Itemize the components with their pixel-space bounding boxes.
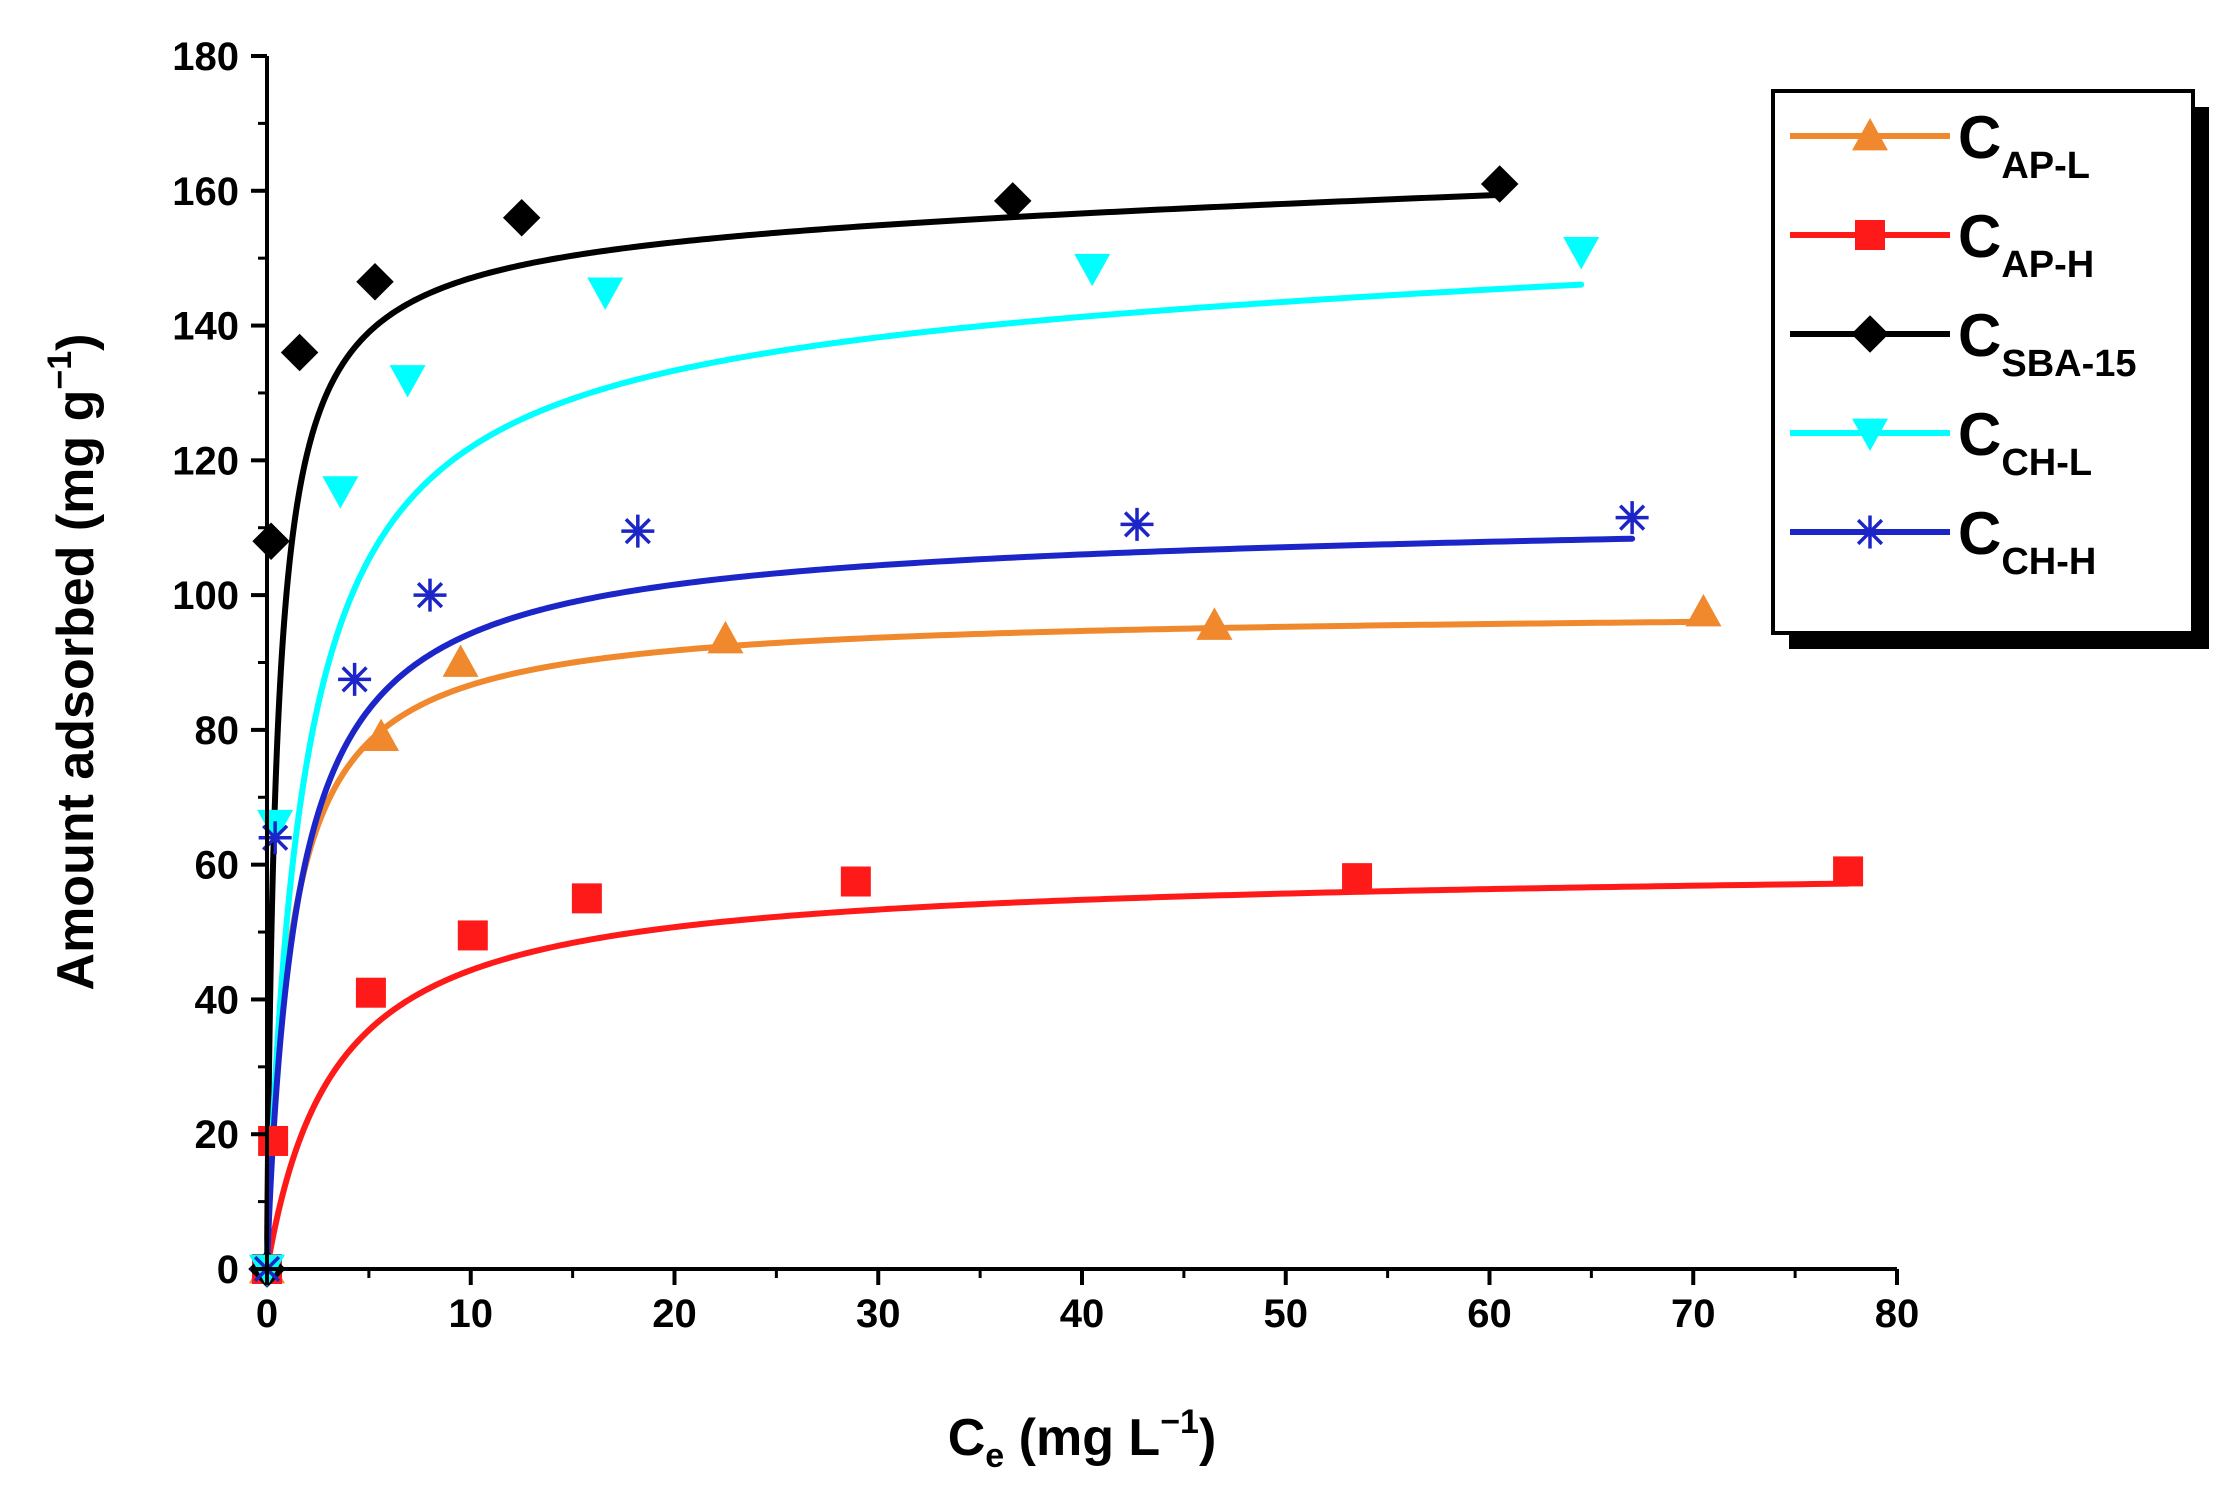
data-point-ap-h [355,977,386,1008]
y-tick-label: 140 [172,305,239,349]
x-tick-label: 10 [449,1292,494,1336]
x-tick-label: 40 [1060,1292,1105,1336]
y-tick-label: 180 [172,35,239,79]
data-point-sba-15 [280,333,319,372]
data-point-ap-l [707,620,744,654]
data-point-ch-l [322,476,359,509]
x-tick-label: 30 [856,1292,901,1336]
y-tick-label: 20 [195,1113,240,1157]
legend-label-main: C [1958,401,2001,468]
data-point-ch-h [338,662,372,696]
x-axis-title-sub: e [985,1437,1004,1475]
data-point-ap-h [840,866,871,897]
data-point-ch-l [587,277,624,310]
legend-label-sub: SBA-15 [2001,343,2136,385]
data-point-ap-l [1685,593,1722,627]
legend-label-sub: AP-H [2001,244,2094,286]
y-tick-label: 40 [195,978,240,1022]
data-point-ap-h [1342,863,1373,894]
y-ticks: 0 20 40 60 80 100 120 140 160 180 [172,35,267,1292]
data-point-ap-h [1833,856,1864,887]
data-point-sba-15 [1480,165,1519,203]
legend-label-ap-l: CAP-L [1958,104,2090,187]
x-tick-label: 20 [652,1292,697,1336]
legend-box [1771,89,2195,635]
legend-label-sub: CH-L [2001,442,2092,484]
data-point-sba-15 [502,198,541,237]
legend-label-sub: CH-H [2001,541,2096,583]
legend-label-sub: AP-L [2001,145,2090,187]
data-point-ap-l [363,718,400,752]
data-point-ap-l [1196,607,1233,640]
x-ticks: 0 10 20 30 40 50 60 70 80 [256,1269,1919,1336]
data-point-ap-h [258,1125,289,1156]
fit-curve-ap-h [264,880,1852,1272]
data-markers [248,165,1864,1288]
y-axis-title-close: ) [47,334,105,351]
legend-marker-ap-l [1852,118,1888,151]
data-point-ch-h [621,514,655,548]
data-point-ch-l [1563,237,1600,270]
legend-label-sba-15: CSBA-15 [1958,302,2137,385]
legend-marker-ap-h [1855,220,1885,250]
legend-label-main: C [1958,203,2001,270]
y-tick-label: 100 [172,574,239,618]
legend-marker-sba-15 [1851,315,1889,353]
legend-label-ch-l: CCH-L [1958,401,2092,484]
legend-marker-ch-l [1852,418,1888,451]
y-tick-label: 160 [172,170,239,214]
y-axis-title-main: Amount adsorbed (mg g [47,390,105,991]
data-point-sba-15 [252,522,290,560]
data-point-ch-h [1615,501,1649,535]
data-point-sba-15 [993,182,1032,220]
y-tick-label: 80 [195,709,240,753]
data-point-sba-15 [356,263,394,301]
data-point-ch-h [1120,507,1154,541]
fit-curve-sba-15 [264,191,1503,1272]
x-tick-label: 0 [256,1292,278,1336]
data-point-ap-h [571,883,602,914]
x-tick-label: 70 [1671,1292,1716,1336]
data-point-ch-h [258,821,292,855]
y-tick-label: 120 [172,439,239,483]
legend-label-main: C [1958,500,2001,567]
fit-curve-ch-l [264,281,1585,1272]
data-point-ch-h [413,578,447,612]
axes: 0 10 20 30 40 50 60 70 80 0 20 40 60 80 100 120 140 160 1… [172,35,1919,1336]
x-axis-title-main: C [948,1409,986,1467]
y-axis-title-sup: −1 [41,351,79,390]
data-point-ap-h [457,920,488,951]
x-axis-title: Ce (mg L−1) [948,1403,1217,1475]
x-axis-title-close: ) [1199,1409,1216,1467]
y-axis-title: Amount adsorbed (mg g−1) [41,334,105,991]
x-axis-title-rest: (mg L [1004,1409,1160,1467]
legend-label-main: C [1958,302,2001,369]
y-tick-label: 0 [217,1248,239,1292]
legend-label-main: C [1958,104,2001,171]
x-tick-label: 60 [1467,1292,1512,1336]
y-tick-label: 60 [195,844,240,888]
data-point-ch-l [1074,253,1111,287]
x-axis-title-sup: −1 [1160,1403,1199,1441]
x-tick-label: 50 [1264,1292,1309,1336]
data-point-ch-l [389,365,426,398]
legend-label-ap-h: CAP-H [1958,203,2094,286]
legend-label-ch-h: CCH-H [1958,500,2096,583]
fit-curves [264,191,1852,1272]
x-tick-label: 80 [1875,1292,1920,1336]
legend-marker-ch-h [1853,515,1887,549]
data-point-ap-l [442,644,479,677]
